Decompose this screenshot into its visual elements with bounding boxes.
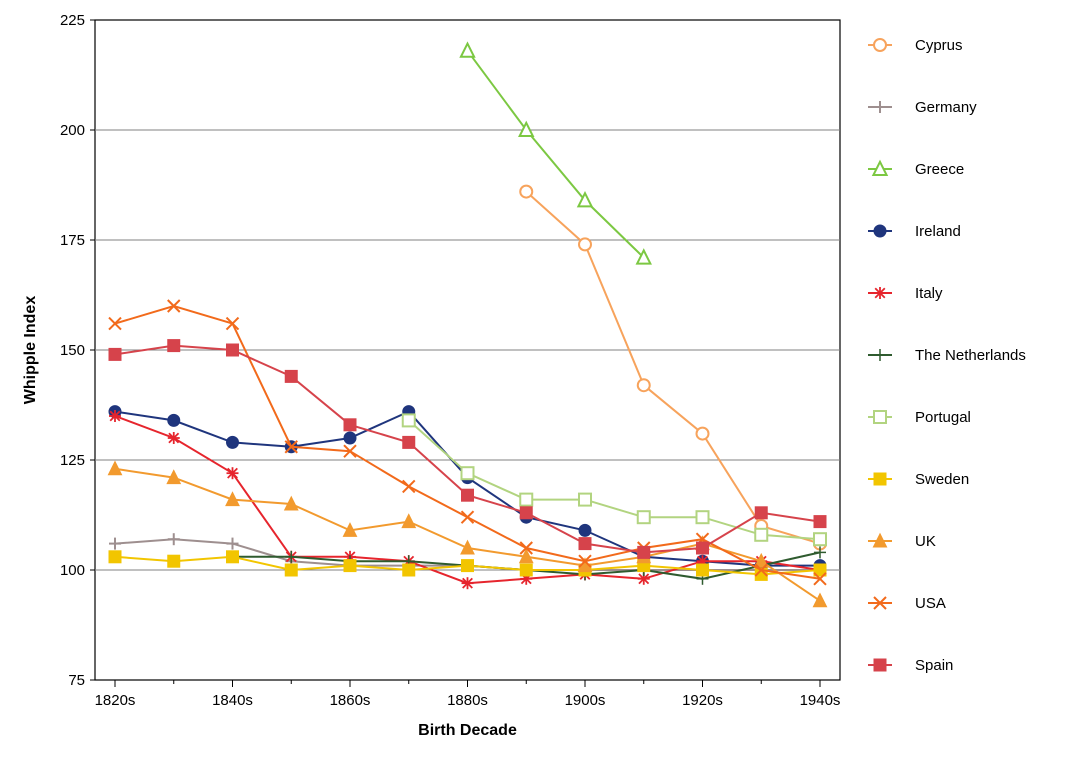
legend-item-portugal: Portugal [868,409,971,426]
legend-label: Germany [915,99,977,116]
legend-label: Ireland [915,223,961,240]
x-tick-label: 1940s [800,692,841,709]
x-tick-label: 1820s [95,692,136,709]
x-tick-label: 1900s [565,692,606,709]
line-chart: 75 100 125 150 175 200 225 1820s 1840s 1860s 1880s… [0,0,1080,771]
x-tick-label: 1880s [447,692,488,709]
legend-label: Greece [915,161,964,178]
y-axis-label: Whipple Index [22,296,39,405]
x-axis-label: Birth Decade [418,722,517,739]
legend-label: Italy [915,285,943,302]
y-tick-label: 200 [60,122,85,139]
legend-label: Cyprus [915,37,963,54]
legend-label: Sweden [915,471,969,488]
y-tick-label: 150 [60,342,85,359]
y-tick-label: 125 [60,452,85,469]
legend-label: Spain [915,657,953,674]
y-tick-label: 75 [68,672,85,689]
legend-item-sweden: Sweden [868,471,969,488]
x-tick-label: 1860s [330,692,371,709]
x-tick-label: 1840s [212,692,253,709]
legend-label: UK [915,533,936,550]
x-tick-label: 1920s [682,692,723,709]
legend-label: Portugal [915,409,971,426]
y-tick-label: 175 [60,232,85,249]
chart-container: 75 100 125 150 175 200 225 1820s 1840s 1860s 1880s… [0,0,1080,771]
legend-label: The Netherlands [915,347,1026,364]
y-tick-label: 225 [60,12,85,29]
legend-label: USA [915,595,946,612]
y-tick-label: 100 [60,562,85,579]
legend-item-cyprus: Cyprus [868,37,963,54]
